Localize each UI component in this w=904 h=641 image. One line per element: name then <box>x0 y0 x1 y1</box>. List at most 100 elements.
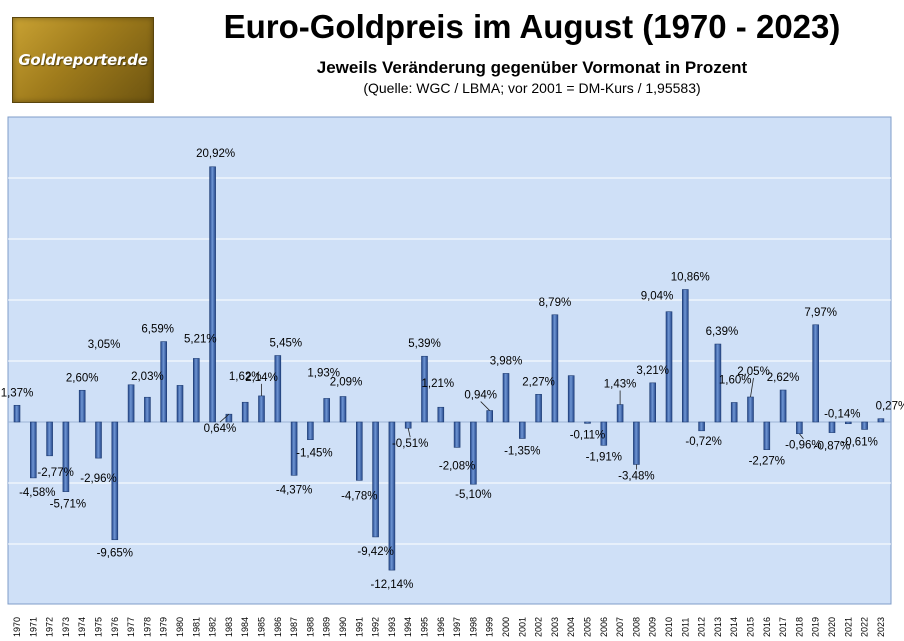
data-label-1971: -4,58% <box>19 487 55 499</box>
data-label-2007: 1,43% <box>604 379 637 391</box>
bar-2002 <box>535 394 542 423</box>
data-label-2000: 3,98% <box>490 355 523 367</box>
x-tick-2010: 2010 <box>664 617 674 637</box>
x-tick-1989: 1989 <box>322 617 332 637</box>
x-tick-2009: 2009 <box>648 617 658 637</box>
data-label-1997: -2,08% <box>439 460 475 472</box>
data-label-1982: 20,92% <box>196 148 235 160</box>
x-tick-2006: 2006 <box>599 617 609 637</box>
data-label-2009: 3,21% <box>636 365 669 377</box>
x-tick-2023: 2023 <box>876 617 886 637</box>
x-tick-1993: 1993 <box>387 617 397 637</box>
data-label-2019: 7,97% <box>804 307 837 319</box>
x-tick-1982: 1982 <box>208 617 218 637</box>
x-tick-2003: 2003 <box>550 617 560 637</box>
data-label-1999: 0,94% <box>464 390 497 402</box>
x-axis-ticks: 1970 1971 1972 1973 1974 1975 1976 1977 1978 1979… <box>12 617 886 637</box>
bar-1996 <box>437 406 445 423</box>
bar-1971 <box>29 421 37 479</box>
bar-2004 <box>567 375 575 423</box>
bar-2015 <box>747 396 754 423</box>
x-tick-1994: 1994 <box>403 617 413 637</box>
bar-1990 <box>339 396 347 423</box>
x-tick-1971: 1971 <box>28 617 38 637</box>
data-label-2014: 1,60% <box>719 374 752 386</box>
x-tick-1980: 1980 <box>175 617 185 637</box>
data-label-1973: -5,71% <box>50 499 86 511</box>
bar-1979 <box>160 341 167 423</box>
data-label-1986: 5,45% <box>269 338 302 350</box>
bar-1992 <box>372 421 379 538</box>
bar-2021 <box>844 421 852 425</box>
leader-line <box>750 377 754 398</box>
data-label-2023: 0,27% <box>876 401 904 413</box>
leader-line <box>407 428 411 438</box>
x-tick-1976: 1976 <box>110 617 120 637</box>
x-tick-1975: 1975 <box>94 617 104 637</box>
bar-2005 <box>584 421 591 424</box>
data-label-2001: -1,35% <box>504 445 540 457</box>
bar-1989 <box>323 398 331 423</box>
bar-2003 <box>551 314 559 423</box>
x-tick-1998: 1998 <box>468 617 478 637</box>
data-label-2018: -0,96% <box>785 440 821 452</box>
chart-source: (Quelle: WGC / LBMA; vor 2001 = DM-Kurs … <box>363 80 701 96</box>
data-label-2015: 2,05% <box>737 366 770 378</box>
data-label-1988: -1,45% <box>296 448 332 460</box>
bar-2019 <box>812 324 820 423</box>
bar-1982 <box>209 166 216 423</box>
x-tick-1981: 1981 <box>191 617 201 637</box>
x-tick-2005: 2005 <box>583 617 593 637</box>
data-label-1978: 2,03% <box>131 371 164 383</box>
bar-1985 <box>258 395 265 423</box>
bar-2010 <box>665 311 673 423</box>
bar-2006 <box>600 421 608 446</box>
data-label-1996: 1,21% <box>421 378 454 390</box>
x-tick-1973: 1973 <box>61 617 71 637</box>
bar-1975 <box>95 421 102 459</box>
bar-2001 <box>518 421 526 439</box>
bar-2012 <box>698 421 705 432</box>
data-label-1983: 0,64% <box>204 423 237 435</box>
bar-1972 <box>46 421 53 457</box>
bar-1984 <box>241 401 249 423</box>
data-label-1974: 2,60% <box>66 372 99 384</box>
data-label-2002: 2,27% <box>522 376 555 388</box>
x-tick-1990: 1990 <box>338 617 348 637</box>
gridlines <box>8 177 891 545</box>
bar-1997 <box>453 421 461 448</box>
data-label-1993: -12,14% <box>370 579 413 591</box>
x-tick-1977: 1977 <box>126 617 136 637</box>
data-label-2003: 8,79% <box>539 297 572 309</box>
data-label-2016: -2,27% <box>749 456 785 468</box>
data-label-2017: 2,62% <box>767 372 800 384</box>
x-tick-2016: 2016 <box>762 617 772 637</box>
x-tick-2022: 2022 <box>860 617 870 637</box>
data-label-2013: 6,39% <box>706 326 739 338</box>
bar-2009 <box>649 382 657 423</box>
data-label-2008: -3,48% <box>618 470 654 482</box>
bar-2018 <box>796 421 803 435</box>
bar-1994 <box>404 421 412 429</box>
bar-2000 <box>502 373 510 423</box>
chart-subtitle: Jeweils Veränderung gegenüber Vormonat i… <box>316 58 748 77</box>
x-tick-2008: 2008 <box>631 617 641 637</box>
x-tick-2013: 2013 <box>713 617 723 637</box>
bars <box>13 166 885 571</box>
x-tick-2011: 2011 <box>680 618 690 637</box>
bar-1998 <box>470 421 477 485</box>
data-label-2006: -1,91% <box>586 451 622 463</box>
data-label-1972: -2,77% <box>37 467 73 479</box>
data-labels: 1,37% -4,58% -2,77% -5,71% 2,60% -2,96% -9,65%… <box>1 148 904 591</box>
label-leaders <box>219 377 804 470</box>
bar-1991 <box>355 421 363 481</box>
leader-line <box>799 433 804 439</box>
data-label-1977: 3,05% <box>88 339 121 351</box>
bar-1978 <box>144 396 151 423</box>
logo-text: Goldreporter.de <box>18 51 148 69</box>
data-label-1979: 6,59% <box>141 324 174 336</box>
bar-1974 <box>78 389 86 423</box>
data-label-2022: -0,61% <box>841 436 877 448</box>
x-tick-1995: 1995 <box>420 617 430 637</box>
